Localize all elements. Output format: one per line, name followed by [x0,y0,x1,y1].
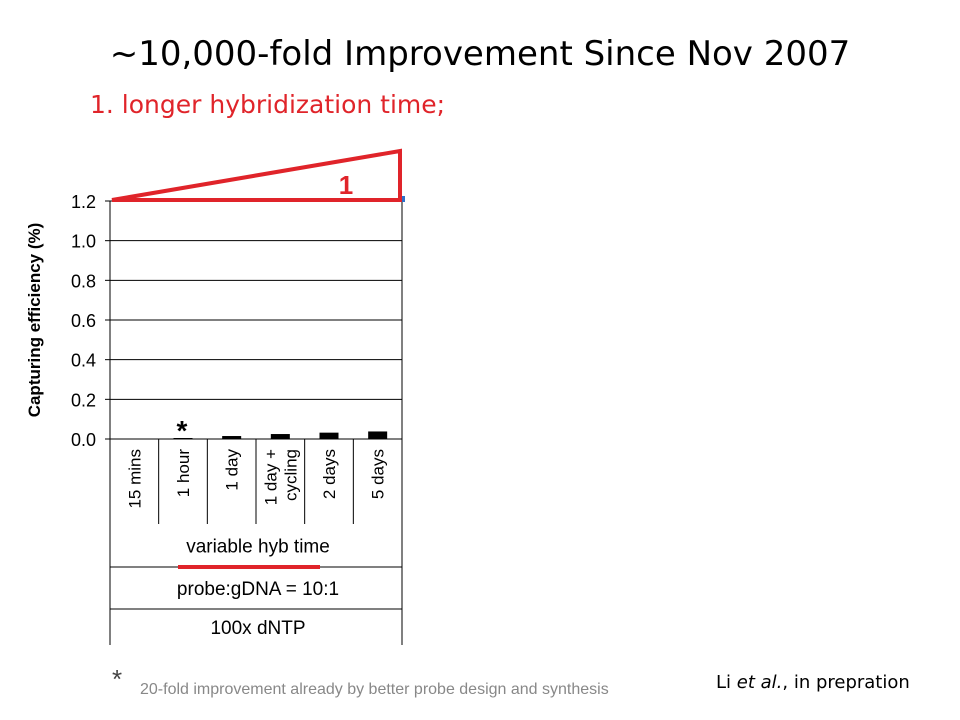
citation-prefix: Li [716,672,737,693]
x-category-label: 5 days [369,449,388,499]
x-category-label-line: 1 hour [174,449,193,498]
bar [319,432,339,439]
improvement-triangle [111,148,402,202]
bar [368,431,388,439]
citation-italic: et al. [736,672,783,693]
condition-label: variable hyb time [186,537,330,558]
annotation-star: * [177,415,188,446]
citation: Li et al., in prepration [716,672,910,693]
citation-suffix: , in prepration [782,672,910,693]
x-category-label-line: 15 mins [125,449,144,509]
y-tick-label: 0.8 [71,271,96,291]
x-category-label: 15 mins [125,449,144,509]
y-axis-label: Capturing efficiency (%) [25,223,44,418]
y-tick-label: 0.4 [71,351,96,371]
x-category-label: 1 day +cycling [261,449,300,505]
x-category-label-line: 2 days [320,449,339,499]
bar [222,436,242,439]
condition-label: 100x dNTP [210,618,305,639]
bar [173,438,193,439]
x-category-label: 1 day [223,449,242,491]
x-category-label-line: 1 day [223,449,242,491]
y-tick-label: 0.0 [71,430,96,450]
slide-title: ~10,000-fold Improvement Since Nov 2007 [109,34,851,74]
x-category-label-line: 1 day + [261,449,280,505]
x-category-label-line: cycling [281,449,300,501]
y-tick-label: 0.6 [71,311,96,331]
y-tick-label: 1.0 [71,232,96,252]
condition-label: probe:gDNA = 10:1 [177,579,339,600]
y-tick-label: 0.2 [71,390,96,410]
y-tick-label: 1.2 [71,192,96,212]
x-category-label: 2 days [320,449,339,499]
slide-subtitle: 1. longer hybridization time; [90,90,446,119]
triangle-label: 1 [339,170,353,200]
footnote-marker: * [112,664,123,694]
bar [270,434,290,439]
x-category-label: 1 hour [174,449,193,498]
x-category-label-line: 5 days [369,449,388,499]
footnote-text: 20-fold improvement already by better pr… [140,681,609,698]
